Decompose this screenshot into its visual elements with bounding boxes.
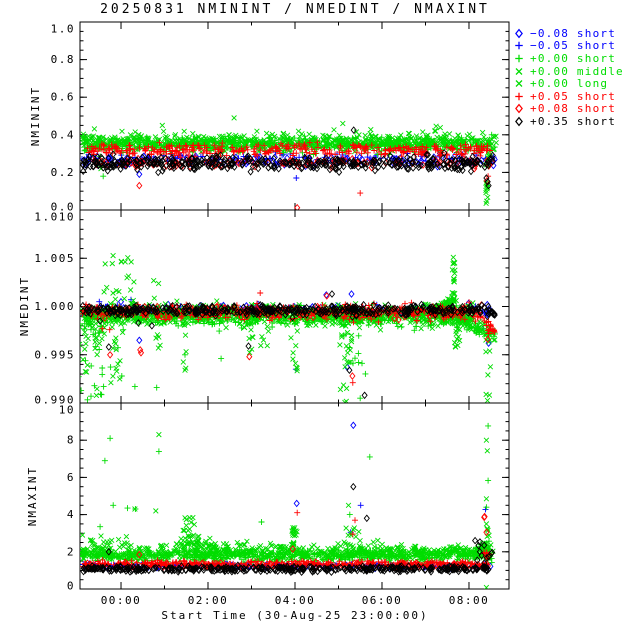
legend: −0.08 short −0.05 short +0.00 short +0.00 m… [512,27,624,128]
legend-label: +0.00 long [530,77,609,91]
legend-entry: −0.08 short [512,27,624,40]
cross-icon [515,80,523,88]
legend-label: +0.35 short [530,114,617,128]
svg-text:0.990: 0.990 [34,394,75,407]
svg-text:02:00: 02:00 [188,594,229,607]
svg-text:1.0: 1.0 [51,23,75,36]
plus-icon [514,41,524,51]
plus-icon [514,91,524,101]
legend-entry: +0.08 short [512,102,624,116]
legend-label: +0.00 short [530,51,617,65]
diamond-icon [515,28,523,38]
legend-entry: +0.00 short [512,52,624,65]
svg-text:0.0: 0.0 [51,201,75,214]
y-axis-label-nmedint: NMEDINT [18,275,31,337]
svg-text:0.6: 0.6 [51,91,75,104]
legend-entry: +0.00 middle [512,65,624,78]
svg-text:0.2: 0.2 [51,166,75,179]
legend-label: −0.05 short [530,39,617,53]
cross-icon [515,67,523,75]
svg-text:10: 10 [59,404,75,417]
legend-entry: −0.05 short [512,39,624,53]
svg-text:1.000: 1.000 [34,300,75,313]
svg-text:0: 0 [67,580,75,593]
y-axis-label-nminint: NMININT [29,85,42,147]
legend-label: +0.00 middle [530,64,624,78]
svg-text:2: 2 [67,545,75,558]
y-axis-label-nmaxint: NMAXINT [26,465,39,527]
legend-label: +0.05 short [530,89,617,103]
svg-text:1.010: 1.010 [34,211,75,224]
chart-title: 20250831 NMININT / NMEDINT / NMAXINT [100,2,490,17]
svg-text:06:00: 06:00 [362,594,403,607]
svg-text:0.995: 0.995 [34,348,75,361]
plus-icon [514,54,524,63]
legend-label: +0.08 short [530,102,617,116]
legend-entry: +0.05 short [512,90,624,103]
svg-text:08:00: 08:00 [449,594,490,607]
svg-text:4: 4 [67,508,75,521]
diamond-icon [515,116,523,126]
legend-entry: +0.00 long [512,77,624,90]
x-axis-label: Start Time (30-Aug-25 23:00:00) [161,609,429,622]
svg-text:8: 8 [67,434,75,447]
svg-text:0.4: 0.4 [51,128,75,141]
svg-text:04:00: 04:00 [275,594,316,607]
svg-text:1.005: 1.005 [34,252,75,265]
svg-text:6: 6 [67,471,75,484]
diamond-icon [515,104,523,114]
legend-label: −0.08 short [530,26,617,40]
svg-text:0.8: 0.8 [51,53,75,66]
legend-entry: +0.35 short [512,115,624,128]
svg-text:00:00: 00:00 [101,594,142,607]
